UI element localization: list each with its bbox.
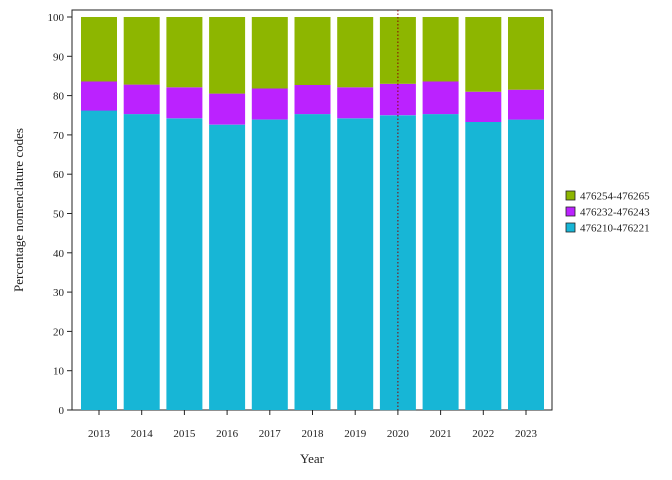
bar-2018-series-1 [294,85,331,115]
bar-2023-series-2 [508,17,544,90]
bar-2021-series-0 [422,114,459,410]
x-tick-label-2017: 2017 [259,428,282,440]
bar-2023-series-0 [508,119,544,410]
bar-2022-series-0 [465,121,502,411]
y-tick-label-30: 30 [53,287,65,299]
bar-2019-series-1 [337,87,374,119]
legend-label-476210-476221: 476210-476221 [580,223,650,235]
y-axis: 0 10 20 30 40 50 60 70 80 90 100 [48,12,72,417]
bar-2015-series-2 [166,17,203,88]
y-tick-label-10: 10 [53,366,65,378]
bar-2015-series-1 [166,87,203,119]
bar-2020-series-1 [379,83,416,116]
bar-2013-series-0 [81,110,117,410]
y-tick-label-60: 60 [53,169,65,181]
bar-2018-series-0 [294,114,331,410]
bar-2016-series-1 [209,93,246,125]
legend: 476254-476265 476232-476243 476210-476221 [565,190,650,235]
y-tick-label-70: 70 [53,130,65,142]
x-tick-label-2013: 2013 [88,428,111,440]
bar-2021-series-2 [422,17,459,82]
x-tick-label-2021: 2021 [430,428,452,440]
y-tick-label-40: 40 [53,248,65,260]
bar-2016-series-2 [209,17,246,94]
y-tick-label-0: 0 [59,405,65,417]
bar-2017-series-0 [251,119,288,410]
legend-swatch-476232-476243 [565,206,576,217]
legend-swatch-476210-476221 [565,222,576,233]
bar-2014-series-1 [123,84,160,115]
bar-2017-series-2 [251,17,288,89]
x-tick-label-2015: 2015 [173,428,196,440]
y-tick-label-50: 50 [53,209,65,221]
bar-2019-series-0 [337,118,374,411]
x-tick-label-2014: 2014 [131,428,154,440]
bar-2014-series-2 [123,17,160,85]
bar-2015-series-0 [166,118,203,411]
y-tick-label-20: 20 [53,326,65,338]
bar-2022-series-1 [465,91,502,122]
bars-layer [81,17,544,411]
bar-2018-series-2 [294,17,331,85]
bar-2022-series-2 [465,17,502,92]
x-tick-label-2023: 2023 [515,428,538,440]
x-tick-label-2016: 2016 [216,428,239,440]
bar-2016-series-0 [209,124,246,410]
y-tick-label-100: 100 [48,12,65,24]
y-tick-label-80: 80 [53,91,65,103]
legend-label-476254-476265: 476254-476265 [580,191,650,203]
x-tick-label-2019: 2019 [344,428,367,440]
legend-label-476232-476243: 476232-476243 [580,207,650,219]
bar-2014-series-0 [123,114,160,410]
bar-2021-series-1 [422,81,459,115]
x-tick-label-2020: 2020 [387,428,410,440]
x-tick-label-2018: 2018 [302,428,325,440]
y-tick-label-90: 90 [53,51,65,63]
bar-2013-series-2 [81,17,117,82]
y-axis-title: Percentage nomenclature codes [11,128,26,292]
x-axis-title: Year [300,451,325,466]
bar-2013-series-1 [81,81,117,111]
bar-2017-series-1 [251,88,288,120]
x-tick-label-2022: 2022 [472,428,494,440]
bar-2019-series-2 [337,17,374,88]
x-axis: 2013 2014 2015 2016 2017 2018 2019 2020 2021 2022… [88,410,538,440]
bar-2023-series-1 [508,89,544,120]
legend-swatch-476254-476265 [565,190,576,201]
